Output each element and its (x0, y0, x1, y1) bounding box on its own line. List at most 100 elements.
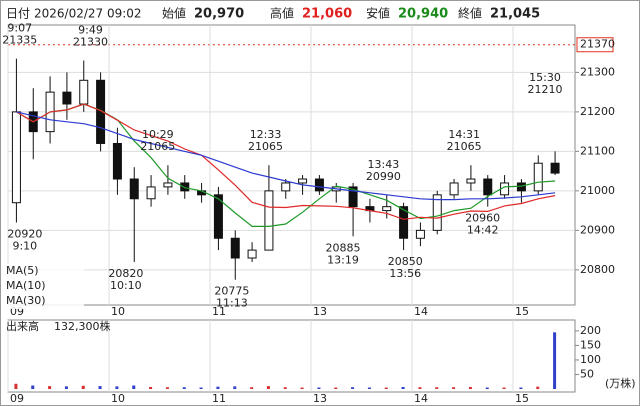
volume-bar (165, 387, 169, 389)
ref-box (576, 37, 614, 53)
x-tick-label: 14 (414, 392, 428, 405)
candle-body (79, 79, 89, 105)
volume-bar (48, 386, 52, 389)
candle-body (483, 178, 493, 196)
volume-bar (317, 387, 321, 389)
candle-body (449, 182, 459, 196)
candle-body (516, 182, 526, 192)
x-tick-label: 15 (515, 305, 529, 318)
open-label: 始値 (162, 6, 186, 21)
y-tick-label: 100 (580, 353, 601, 366)
annotation: 11:13 (216, 297, 248, 310)
volume-bar (233, 386, 237, 389)
volume-bar (367, 387, 371, 389)
annotation: 20850 (388, 255, 423, 268)
x-tick-label: 14 (414, 305, 428, 318)
close-label: 終値 (458, 6, 482, 21)
volume-bar (519, 387, 523, 389)
candle-body (264, 190, 274, 251)
volume-bar (485, 387, 489, 389)
volume-bar (81, 385, 85, 389)
volume-bar (182, 387, 186, 389)
volume-bar (452, 387, 456, 389)
candle-body (281, 182, 291, 192)
annotation: 20820 (108, 267, 143, 280)
annotation: 14:31 (448, 128, 480, 141)
annotation: 10:29 (142, 128, 174, 141)
candle-body (533, 162, 543, 192)
x-tick-label: 10 (111, 305, 125, 318)
x-tick-label: 09 (10, 392, 24, 405)
annotation: 21065 (447, 140, 482, 153)
volume-bar (216, 386, 220, 389)
annotation: 13:19 (327, 253, 359, 266)
volume-title: 出来高 (6, 319, 39, 333)
candle-body (298, 178, 308, 184)
candle-body (112, 142, 122, 180)
x-tick-label: 13 (313, 305, 327, 318)
high-label: 高値 (270, 6, 294, 21)
volume-bar (199, 387, 203, 389)
volume-bar (266, 386, 270, 389)
y-tick-label: 150 (580, 338, 601, 351)
candle-body (213, 194, 223, 239)
high: 21,060 (302, 7, 352, 22)
candle-body (466, 178, 476, 184)
annotation: 21335 (2, 34, 37, 47)
candle-body (550, 162, 560, 174)
x-tick-label: 15 (515, 392, 529, 405)
volume-bar (300, 387, 304, 389)
volume-bar (468, 386, 472, 389)
candle-body (399, 206, 409, 239)
volume-bar (64, 386, 68, 389)
annotation: 21330 (73, 36, 108, 49)
y-tick-label: 21200 (580, 105, 615, 118)
volume-bar (553, 332, 557, 389)
candle-body (129, 178, 139, 200)
volume-bar (115, 386, 119, 389)
candle-body (415, 229, 425, 239)
legend-entry: MA(10) (6, 279, 46, 292)
legend-entry: MA(5) (6, 264, 39, 277)
y-tick-label: 21000 (580, 184, 615, 197)
annotation: 9:10 (12, 239, 37, 252)
annotation: 14:42 (467, 224, 499, 237)
legend-bg (4, 279, 84, 294)
candle-body (180, 182, 190, 192)
y-tick-label: 21300 (580, 65, 615, 78)
annotation: 20775 (214, 285, 249, 298)
candle-body (382, 206, 392, 212)
volume-bar (384, 387, 388, 389)
date: 2026/02/27 09:02 (34, 7, 142, 21)
annotation: 20885 (325, 241, 360, 254)
volume-bar (31, 385, 35, 389)
legend-bg (4, 264, 84, 279)
x-tick-label: 11 (212, 305, 226, 318)
close: 21,045 (490, 7, 540, 22)
candle-body (146, 186, 156, 200)
volume-bar (334, 387, 338, 389)
annotation: 12:33 (250, 128, 282, 141)
annotation: 13:43 (368, 158, 400, 171)
annotation: 20960 (465, 212, 500, 225)
candle-body (62, 91, 72, 105)
x-tick-label: 13 (313, 392, 327, 405)
candle-body (247, 249, 257, 259)
volume-total: 132,300株 (54, 319, 111, 333)
volume-bar (283, 387, 287, 389)
y-tick-label: 50 (580, 367, 594, 380)
ma-line (16, 103, 556, 220)
low: 20,940 (398, 7, 448, 22)
annotation: 9:07 (7, 22, 32, 35)
annotation: 15:30 (529, 71, 561, 84)
volume-bar (149, 386, 153, 389)
annotation: 21210 (528, 83, 563, 96)
annotation: 10:10 (110, 279, 142, 292)
candle-body (348, 186, 358, 208)
ma-line (16, 111, 556, 201)
volume-bar (351, 387, 355, 389)
annotation: 20990 (366, 170, 401, 183)
candle-body (230, 237, 240, 259)
date-label: 日付 (6, 7, 30, 21)
